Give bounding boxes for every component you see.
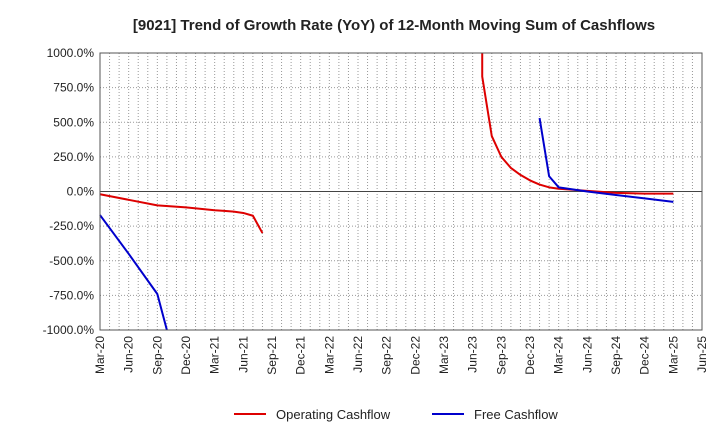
x-tick-label: Dec-22	[408, 336, 422, 375]
y-tick-label: -500.0%	[49, 254, 94, 268]
y-tick-label: 0.0%	[67, 185, 95, 199]
x-tick-label: Mar-24	[552, 336, 566, 374]
chart-title: [9021] Trend of Growth Rate (YoY) of 12-…	[133, 17, 655, 34]
y-tick-label: 1000.0%	[47, 46, 95, 60]
x-tick-label: Dec-20	[179, 336, 193, 375]
y-tick-label: 500.0%	[53, 115, 94, 129]
x-tick-label: Jun-22	[351, 336, 365, 373]
y-tick-label: -1000.0%	[43, 323, 95, 337]
x-tick-label: Sep-23	[494, 336, 508, 375]
x-tick-label: Jun-23	[466, 336, 480, 373]
x-tick-label: Jun-21	[236, 336, 250, 373]
x-tick-label: Jun-24	[580, 336, 594, 373]
x-tick-label: Sep-24	[609, 336, 623, 375]
legend: Operating Cashflow Free Cashflow	[234, 407, 558, 422]
grid	[100, 53, 702, 330]
y-tick-label: 750.0%	[53, 81, 94, 95]
x-tick-label: Sep-20	[150, 336, 164, 375]
x-tick-label: Sep-22	[380, 336, 394, 375]
legend-label: Free Cashflow	[474, 407, 558, 422]
x-tick-label: Dec-24	[638, 336, 652, 375]
series-lines	[99, 53, 674, 331]
y-tick-label: -750.0%	[49, 288, 94, 302]
x-tick-label: Mar-22	[322, 336, 336, 374]
series-line-free-cashflow	[538, 117, 674, 203]
series-line-free-cashflow	[99, 214, 168, 331]
x-tick-label: Mar-21	[208, 336, 222, 374]
x-tick-label: Jun-25	[695, 336, 709, 373]
x-tick-label: Mar-25	[666, 336, 680, 374]
y-tick-label: -250.0%	[49, 219, 94, 233]
x-tick-label: Mar-23	[437, 336, 451, 374]
x-tick-label: Dec-21	[294, 336, 308, 375]
series-line-operating-cashflow	[481, 53, 674, 195]
series-line-operating-cashflow	[99, 193, 264, 234]
plot-frame	[99, 52, 703, 331]
x-tick-label: Dec-23	[523, 336, 537, 375]
x-tick-label: Sep-21	[265, 336, 279, 375]
x-tick-label: Mar-20	[93, 336, 107, 374]
legend-label: Operating Cashflow	[276, 407, 391, 422]
x-axis: Mar-20 Jun-20 Sep-20 Dec-20 Mar-21 Jun-21 Sep-…	[93, 336, 709, 375]
y-axis: 1000.0% 750.0% 500.0% 250.0% 0.0% -250.0% -500…	[43, 46, 95, 337]
y-tick-label: 250.0%	[53, 150, 94, 164]
x-tick-label: Jun-20	[122, 336, 136, 373]
